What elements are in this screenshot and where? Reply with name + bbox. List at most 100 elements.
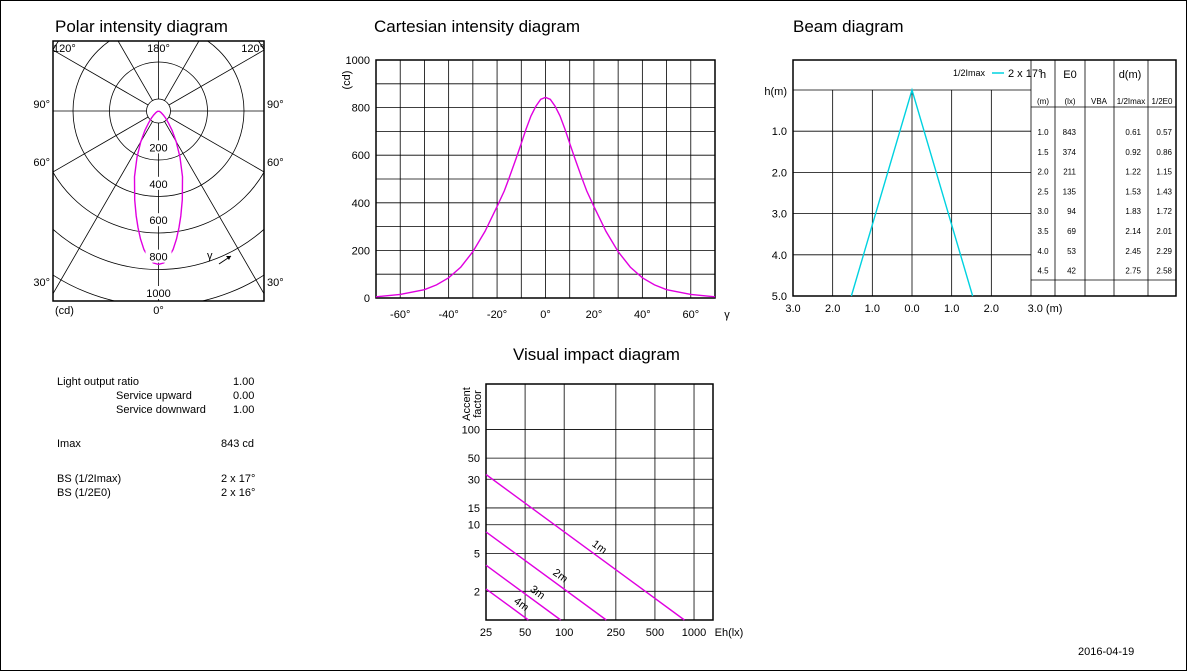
cartesian-intensity-curve	[375, 96, 716, 298]
beam-y-tick: 5.0	[772, 291, 787, 303]
polar-gamma-label: γ	[207, 250, 213, 262]
beam-table-cell: 69	[1067, 227, 1076, 236]
bs-imax-label: BS (1/2Imax)	[57, 473, 122, 485]
polar-angle-label: 90°	[267, 99, 284, 111]
polar-spoke	[168, 49, 264, 106]
beam-y-tick: 4.0	[772, 250, 787, 262]
beam-table-cell: 4.0	[1037, 247, 1049, 256]
polar-angle-label: 120°	[241, 43, 264, 55]
visual-series-label: 2m	[550, 567, 569, 586]
imax-label: Imax	[57, 438, 81, 450]
visual-title: Visual impact diagram	[513, 345, 680, 364]
print-date: 2016-04-19	[1078, 646, 1135, 658]
visual-x-tick: 100	[555, 627, 573, 639]
beam-table-cell: 1.15	[1156, 168, 1172, 177]
cartesian-y-tick: 1000	[346, 55, 370, 67]
bs-e0-value: 2 x 16°	[221, 487, 256, 499]
beam-table-subheader: VBA	[1091, 97, 1108, 106]
polar-angle-label: 90°	[33, 99, 50, 111]
visual-y-axis-label: factor	[472, 390, 484, 418]
beam-table-cell: 1.43	[1156, 187, 1172, 196]
beam-frame	[792, 59, 1177, 297]
visual-y-tick: 2	[474, 586, 480, 598]
cartesian-y-tick: 0	[364, 293, 370, 305]
beam-table-cell: 1.0	[1037, 128, 1049, 137]
imax-value: 843 cd	[221, 438, 255, 450]
beam-x-tick: 2.0	[825, 303, 840, 315]
beam-y-tick: 3.0	[772, 209, 787, 221]
beam-table-header: d(m)	[1119, 69, 1142, 81]
beam-table-cell: 1.5	[1037, 148, 1049, 157]
beam-table-subheader: 1/2E0	[1152, 97, 1173, 106]
beam-table-cell: 135	[1063, 187, 1077, 196]
polar-spoke	[164, 121, 264, 295]
polar-ring-label: 800	[149, 252, 167, 264]
beam-table-subheader: (m)	[1037, 97, 1049, 106]
polar-ring-label-bg	[145, 213, 172, 227]
polar-ring	[72, 41, 245, 197]
polar-spoke	[168, 116, 264, 173]
visual-series-3m	[485, 564, 562, 621]
visual-y-tick: 5	[474, 548, 480, 560]
polar-ring	[109, 61, 208, 161]
beam-cone	[850, 87, 974, 297]
beam-y-tick: 1.0	[772, 126, 787, 138]
polar-ring-label-bg	[145, 249, 172, 263]
beam-table-subheader: 1/2Imax	[1117, 97, 1145, 106]
polar-angle-label: 180°	[147, 43, 170, 55]
polar-angle-label: 0°	[153, 305, 164, 317]
visual-y-axis-label: Accent	[461, 387, 473, 421]
beam-table-cell: 374	[1063, 148, 1077, 157]
polar-title: Polar intensity diagram	[55, 17, 228, 36]
beam-x-tick: 1.0	[944, 303, 959, 315]
visual-series-1m	[485, 473, 685, 621]
beam-table-cell: 2.45	[1125, 247, 1141, 256]
beam-table-cell: 2.29	[1156, 247, 1172, 256]
light-output-ratio-value: 1.00	[233, 376, 255, 388]
visual-y-tick: 10	[468, 520, 480, 532]
beam-table-subheader: (lx)	[1064, 97, 1075, 106]
beam-table-header: h	[1040, 69, 1046, 81]
cartesian-y-axis-label: (cd)	[341, 71, 353, 90]
visual-x-tick: 250	[607, 627, 625, 639]
beam-table-cell: 3.5	[1037, 227, 1049, 236]
visual-series-4m	[485, 588, 529, 621]
beam-title: Beam diagram	[793, 17, 904, 36]
cartesian-y-tick: 800	[352, 103, 370, 115]
polar-angle-label: 120°	[53, 43, 76, 55]
polar-ring-label: 400	[149, 179, 167, 191]
visual-x-tick: 25	[480, 627, 492, 639]
beam-table-cell: 2.58	[1156, 267, 1172, 276]
visual-series-label: 4m	[511, 595, 530, 614]
visual-series-label: 1m	[589, 538, 608, 557]
service-downward-value: 1.00	[233, 404, 255, 416]
visual-y-tick: 50	[468, 453, 480, 465]
polar-ring-label-bg	[145, 286, 172, 299]
service-upward-label: Service upward	[116, 390, 192, 402]
visual-series-2m	[485, 531, 607, 621]
visual-y-tick: 30	[468, 474, 480, 486]
beam-table-cell: 211	[1063, 168, 1076, 177]
polar-ring	[146, 98, 171, 124]
beam-table-cell: 2.01	[1156, 227, 1172, 236]
beam-table-cell: 4.5	[1037, 267, 1049, 276]
beam-y-tick: 2.0	[772, 167, 787, 179]
cartesian-title: Cartesian intensity diagram	[374, 17, 580, 36]
beam-x-tick: 1.0	[865, 303, 880, 315]
beam-table-cell: 1.22	[1125, 168, 1141, 177]
service-upward-value: 0.00	[233, 390, 255, 402]
beam-legend-value: 2 x 17°	[1008, 68, 1042, 80]
cartesian-x-axis-label: γ	[724, 309, 730, 321]
beam-table-cell: 843	[1063, 128, 1077, 137]
visual-frame	[485, 383, 714, 621]
polar-ring-label-bg	[145, 176, 172, 190]
polar-grid	[53, 41, 264, 301]
polar-spoke	[164, 41, 200, 101]
polar-intensity-curve	[133, 110, 184, 266]
polar-ring-label: 1000	[146, 288, 170, 300]
visual-series-label: 3m	[528, 583, 547, 602]
cartesian-y-tick: 200	[352, 245, 370, 257]
polar-angle-label: 30°	[33, 277, 50, 289]
